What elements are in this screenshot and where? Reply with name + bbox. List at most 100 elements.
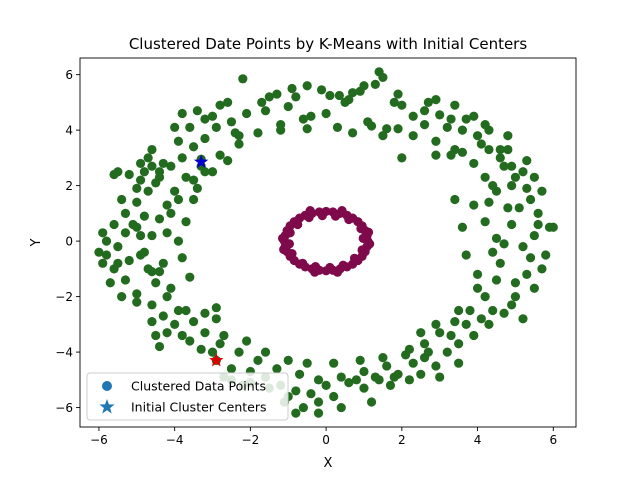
data-point-outer-ring — [166, 283, 176, 293]
data-point-outer-ring — [385, 380, 396, 390]
data-point-outer-ring — [226, 364, 237, 374]
data-point-inner-ring — [338, 260, 348, 270]
x-tick-label: −2 — [242, 433, 260, 447]
data-point-outer-ring — [472, 283, 483, 293]
data-point-outer-ring — [503, 203, 513, 213]
y-tick-label: −6 — [55, 401, 73, 415]
data-point-outer-ring — [185, 272, 195, 282]
centers-layer — [194, 154, 224, 367]
data-point-outer-ring — [355, 355, 365, 366]
data-point-outer-ring — [522, 156, 532, 166]
data-point-outer-ring — [366, 121, 377, 131]
data-point-outer-ring — [419, 353, 430, 363]
x-tick-label: −4 — [166, 433, 184, 447]
data-point-outer-ring — [272, 89, 282, 99]
data-point-outer-ring — [185, 336, 195, 346]
data-point-outer-ring — [408, 131, 418, 141]
data-point-outer-ring — [495, 258, 505, 268]
data-point-outer-ring — [431, 136, 441, 146]
data-point-inner-ring — [356, 224, 366, 234]
chart-title: Clustered Date Points by K-Means with In… — [129, 35, 528, 53]
data-point-outer-ring — [522, 269, 532, 280]
data-point-outer-ring — [177, 108, 187, 119]
data-point-outer-ring — [541, 250, 551, 260]
data-point-outer-ring — [260, 106, 271, 116]
data-point-outer-ring — [389, 372, 399, 382]
data-point-outer-ring — [117, 292, 127, 302]
data-point-outer-ring — [431, 319, 441, 329]
data-point-outer-ring — [151, 178, 161, 188]
data-point-outer-ring — [166, 208, 176, 218]
data-point-outer-ring — [177, 253, 187, 263]
legend-label-clustered-points: Clustered Data Points — [131, 379, 266, 394]
data-point-outer-ring — [242, 108, 252, 119]
data-point-outer-ring — [113, 258, 123, 268]
legend-marker-initial-centers — [99, 399, 115, 414]
data-point-outer-ring — [518, 167, 528, 177]
data-point-outer-ring — [510, 292, 521, 302]
y-tick-label: 0 — [65, 234, 73, 248]
data-point-outer-ring — [393, 124, 403, 134]
data-point-outer-ring — [173, 236, 184, 246]
legend-label-initial-centers: Initial Cluster Centers — [131, 400, 267, 415]
data-point-outer-ring — [257, 97, 267, 107]
data-point-outer-ring — [147, 161, 157, 171]
data-point-outer-ring — [151, 330, 161, 341]
data-point-outer-ring — [389, 97, 399, 107]
data-point-outer-ring — [321, 380, 331, 390]
data-point-outer-ring — [397, 100, 407, 110]
data-point-outer-ring — [177, 330, 187, 341]
data-point-outer-ring — [484, 319, 494, 329]
data-point-outer-ring — [461, 319, 471, 329]
data-point-outer-ring — [416, 328, 426, 338]
data-point-outer-ring — [185, 122, 195, 132]
data-point-inner-ring — [304, 212, 314, 223]
data-point-outer-ring — [313, 408, 324, 418]
data-point-outer-ring — [101, 236, 112, 246]
data-point-outer-ring — [162, 228, 172, 238]
data-point-outer-ring — [484, 197, 494, 207]
data-point-outer-ring — [480, 217, 490, 227]
data-point-outer-ring — [139, 211, 149, 221]
data-point-outer-ring — [147, 316, 157, 327]
data-point-outer-ring — [423, 97, 433, 107]
y-tick-label: 6 — [65, 68, 73, 82]
data-point-outer-ring — [105, 278, 115, 288]
data-point-outer-ring — [446, 330, 456, 341]
data-point-inner-ring — [358, 233, 368, 243]
data-point-outer-ring — [507, 181, 517, 191]
data-point-outer-ring — [370, 79, 380, 89]
y-tick-label: −4 — [55, 345, 73, 359]
y-tick-label: 4 — [65, 123, 73, 137]
data-point-outer-ring — [435, 110, 445, 120]
data-point-outer-ring — [397, 153, 407, 163]
data-point-outer-ring — [154, 341, 165, 352]
data-point-outer-ring — [120, 228, 131, 238]
data-point-outer-ring — [298, 402, 308, 413]
data-point-outer-ring — [143, 153, 153, 163]
data-point-outer-ring — [529, 283, 539, 293]
data-point-outer-ring — [173, 136, 184, 146]
data-point-outer-ring — [484, 144, 494, 155]
data-point-outer-ring — [253, 355, 263, 366]
data-point-outer-ring — [135, 175, 146, 185]
x-tick-label: 0 — [322, 433, 330, 447]
data-point-outer-ring — [454, 358, 464, 368]
data-point-outer-ring — [109, 219, 119, 230]
data-point-outer-ring — [469, 330, 479, 341]
data-point-outer-ring — [302, 81, 312, 91]
data-point-outer-ring — [132, 197, 142, 207]
data-point-outer-ring — [291, 92, 301, 102]
data-point-outer-ring — [469, 200, 479, 210]
data-point-outer-ring — [302, 124, 312, 134]
data-point-inner-ring — [344, 214, 354, 225]
data-point-outer-ring — [533, 208, 543, 218]
data-point-inner-ring — [337, 205, 347, 216]
data-point-outer-ring — [135, 230, 146, 241]
data-point-outer-ring — [313, 375, 324, 385]
data-point-outer-ring — [378, 131, 388, 141]
data-point-outer-ring — [128, 219, 138, 230]
data-point-outer-ring — [491, 275, 502, 285]
data-point-outer-ring — [215, 339, 225, 349]
